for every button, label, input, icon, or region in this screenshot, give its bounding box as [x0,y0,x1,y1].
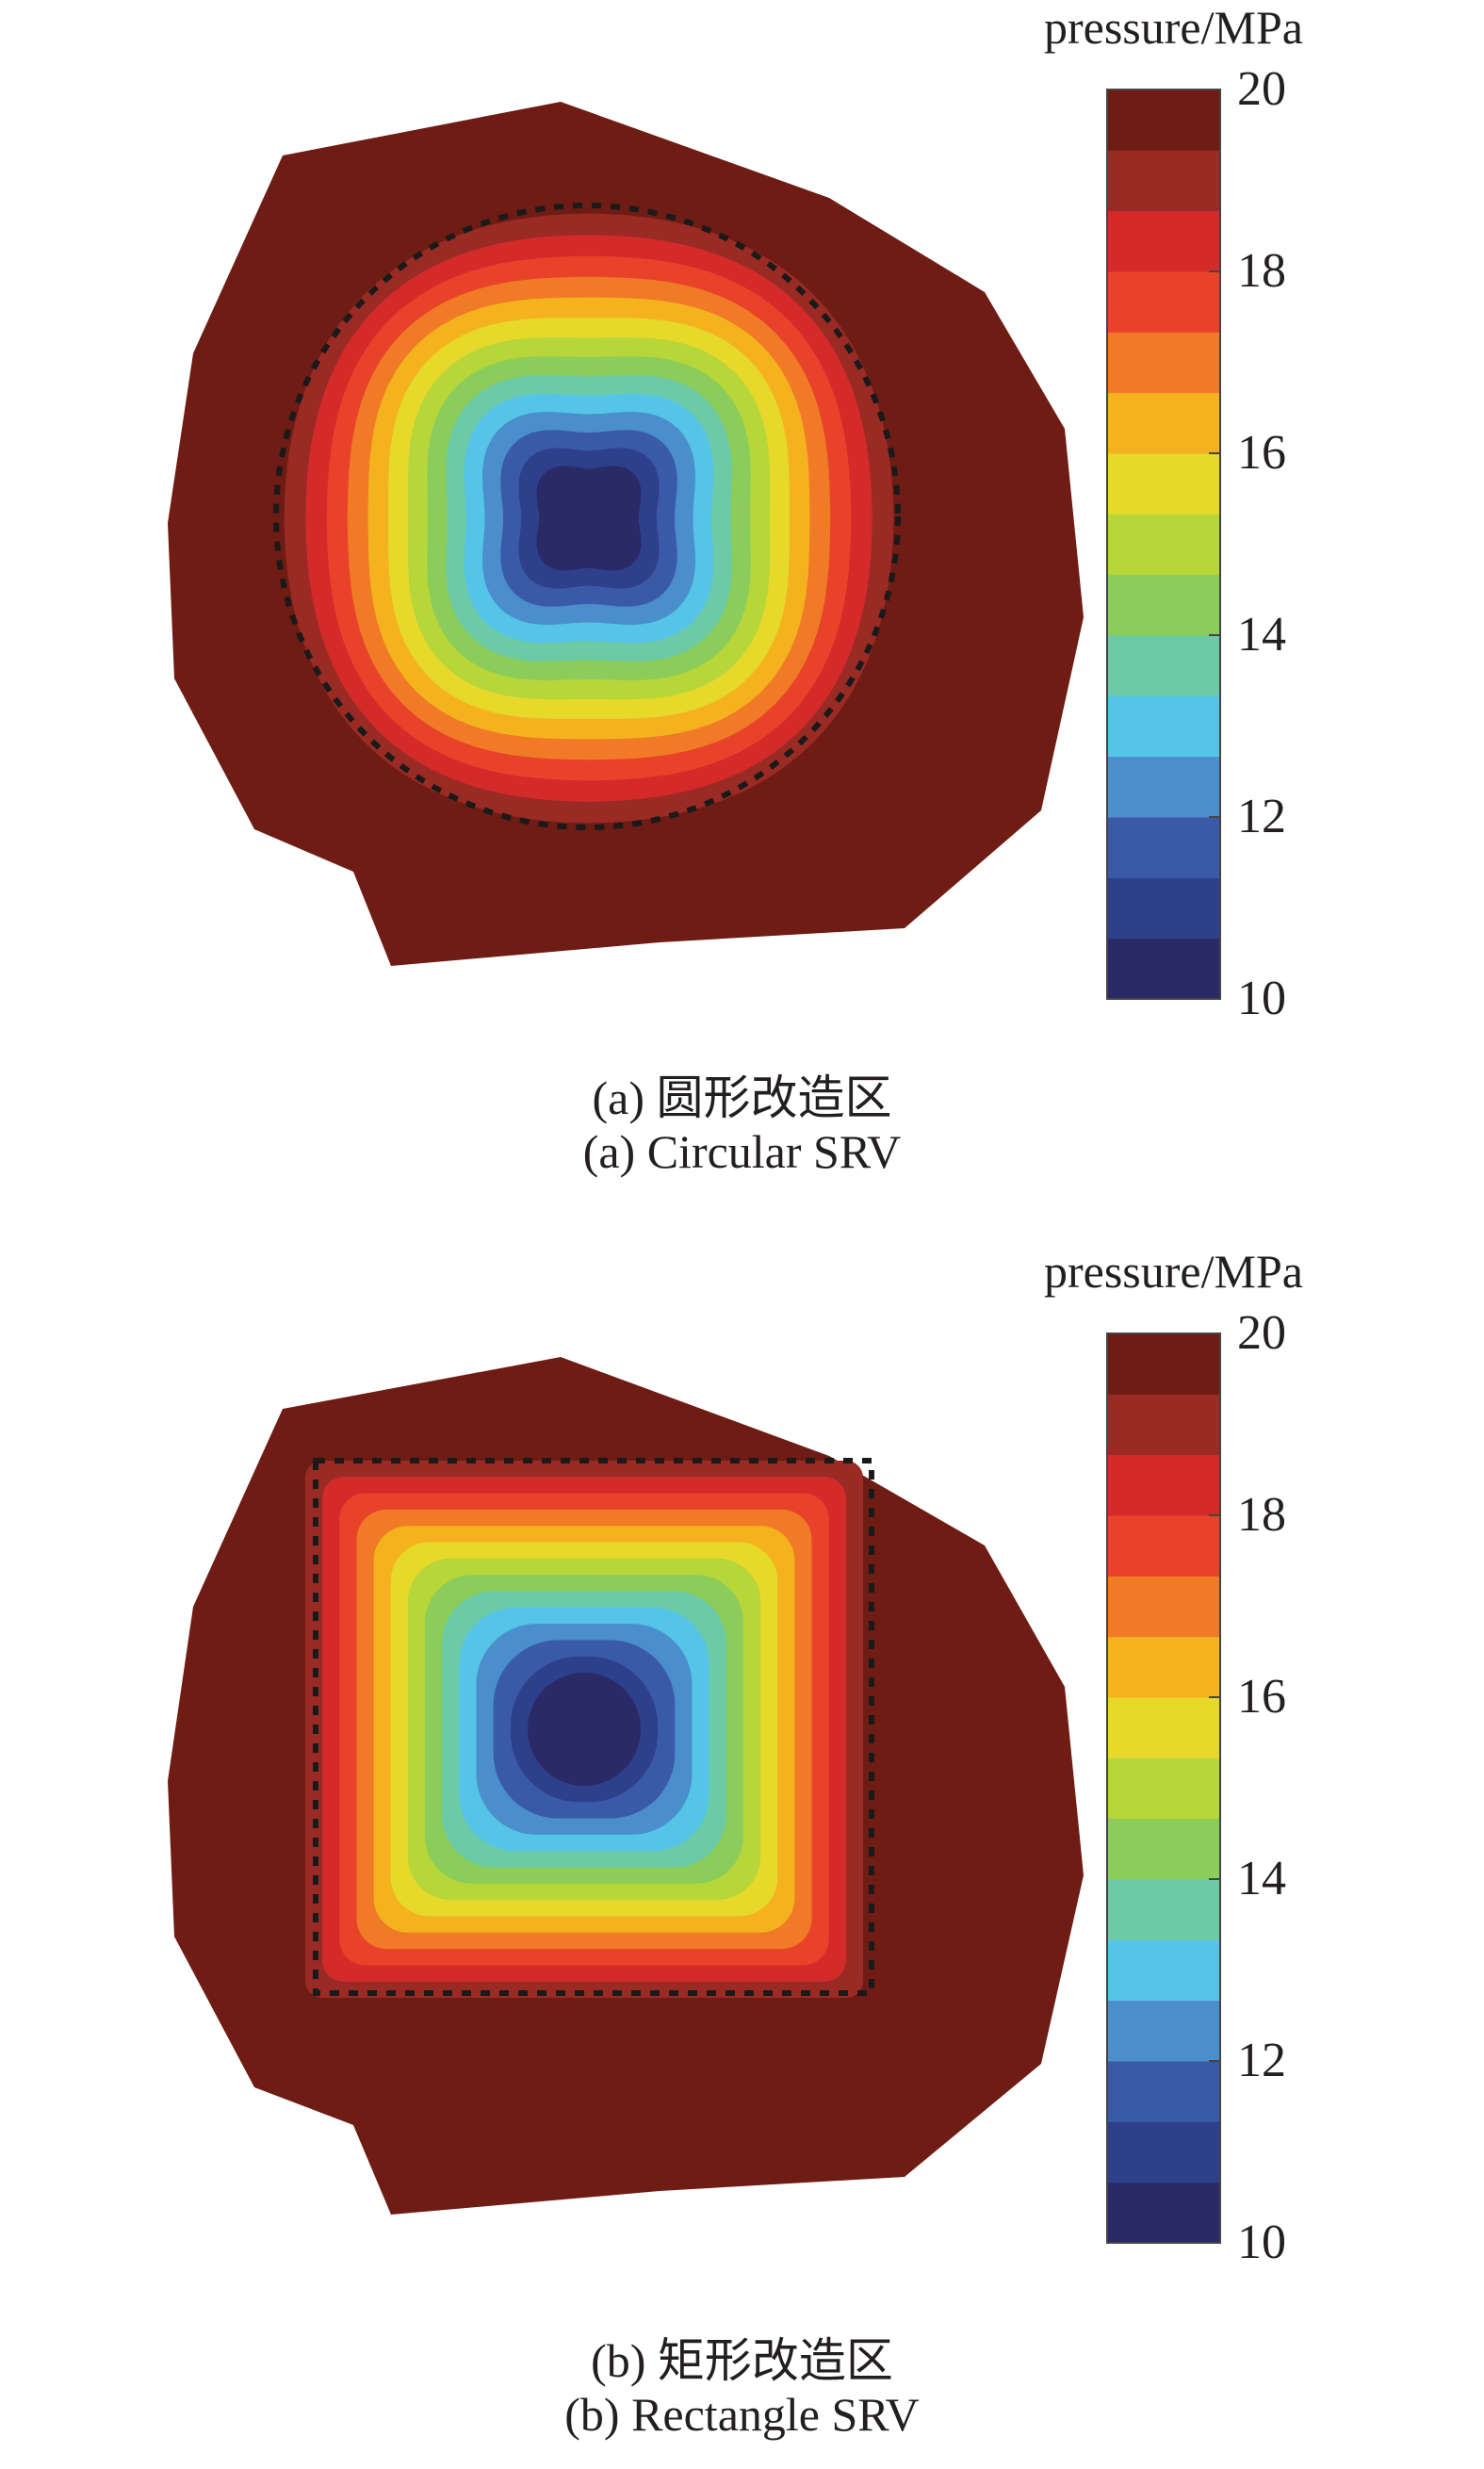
colorbar-segment [1107,2061,1220,2122]
panel-circular-srv: pressure/MPa 20 18 16 14 12 10 (a) 圆形改造区 (a) … [0,0,1484,1225]
colorbar-segment [1107,271,1220,333]
colorbar [1106,1333,1221,2244]
caption-english: (b) Rectangle SRV [564,2388,920,2441]
pressure-map-rectangle [168,1333,1221,2244]
caption-chinese: (b) 矩形改造区 [591,2334,893,2387]
caption-chinese: (a) 圆形改造区 [592,1071,892,1124]
colorbar-segment [1107,1879,1220,1940]
colorbar-segment [1107,90,1220,151]
colorbar-segment [1107,635,1220,696]
pressure-field [168,102,1084,966]
colorbar-tick-label: 10 [1237,2216,1286,2269]
colorbar [1106,89,1221,1000]
colorbar-segment [1107,1576,1220,1638]
colorbar-segment [1107,817,1220,878]
colorbar-tick-label: 12 [1237,790,1286,843]
colorbar-title: pressure/MPa [1044,1245,1303,1298]
caption-english: (a) Circular SRV [582,1125,902,1178]
pressure-field [168,1357,1084,2215]
colorbar-segment [1107,150,1220,212]
colorbar-segment [1107,574,1220,636]
pressure-map-circular [168,89,1221,1000]
colorbar-tick-label: 18 [1237,244,1286,298]
colorbar-tick-label: 12 [1237,2034,1286,2087]
colorbar-tick-label: 16 [1237,1670,1286,1724]
colorbar-tick-label: 14 [1237,608,1286,662]
colorbar-segment [1107,938,1220,1000]
colorbar-frame [1106,1333,1221,2244]
colorbar-segment [1107,2121,1220,2183]
contour-band-0 [528,1673,641,1786]
colorbar-segment [1107,1333,1220,1395]
contour-band-0 [536,466,642,571]
colorbar-segment [1107,2000,1220,2062]
panel-rectangle-srv: pressure/MPa 20 18 16 14 12 10 (b) 矩形改造区 (b) … [0,1244,1484,2469]
colorbar-segment [1107,332,1220,394]
colorbar-segment [1107,877,1220,940]
colorbar-segment [1107,1758,1220,1820]
colorbar-title: pressure/MPa [1044,1,1303,54]
colorbar-segment [1107,695,1220,758]
colorbar-segment [1107,1394,1220,1456]
srv-boundary-rectangle [313,1458,874,1996]
colorbar-segment [1107,210,1220,272]
colorbar-tick-label: 20 [1237,1306,1286,1360]
colorbar-frame [1106,89,1221,1000]
colorbar-segment [1107,2182,1220,2244]
colorbar-segment [1107,1515,1220,1577]
colorbar-tick-label: 14 [1237,1852,1286,1905]
colorbar-segment [1107,514,1220,576]
colorbar-tick-label: 16 [1237,426,1286,480]
srv-boundary-circle [273,203,901,830]
colorbar-tick-label: 10 [1237,972,1286,1025]
colorbar-segment [1107,1636,1220,1698]
colorbar-segment [1107,1818,1220,1880]
colorbar-segment [1107,392,1220,454]
colorbar-segment [1107,1939,1220,2002]
colorbar-segment [1107,756,1220,818]
colorbar-segment [1107,453,1220,515]
colorbar-segment [1107,1454,1220,1516]
colorbar-tick-label: 20 [1237,62,1286,116]
colorbar-segment [1107,1697,1220,1758]
colorbar-tick-label: 18 [1237,1488,1286,1542]
